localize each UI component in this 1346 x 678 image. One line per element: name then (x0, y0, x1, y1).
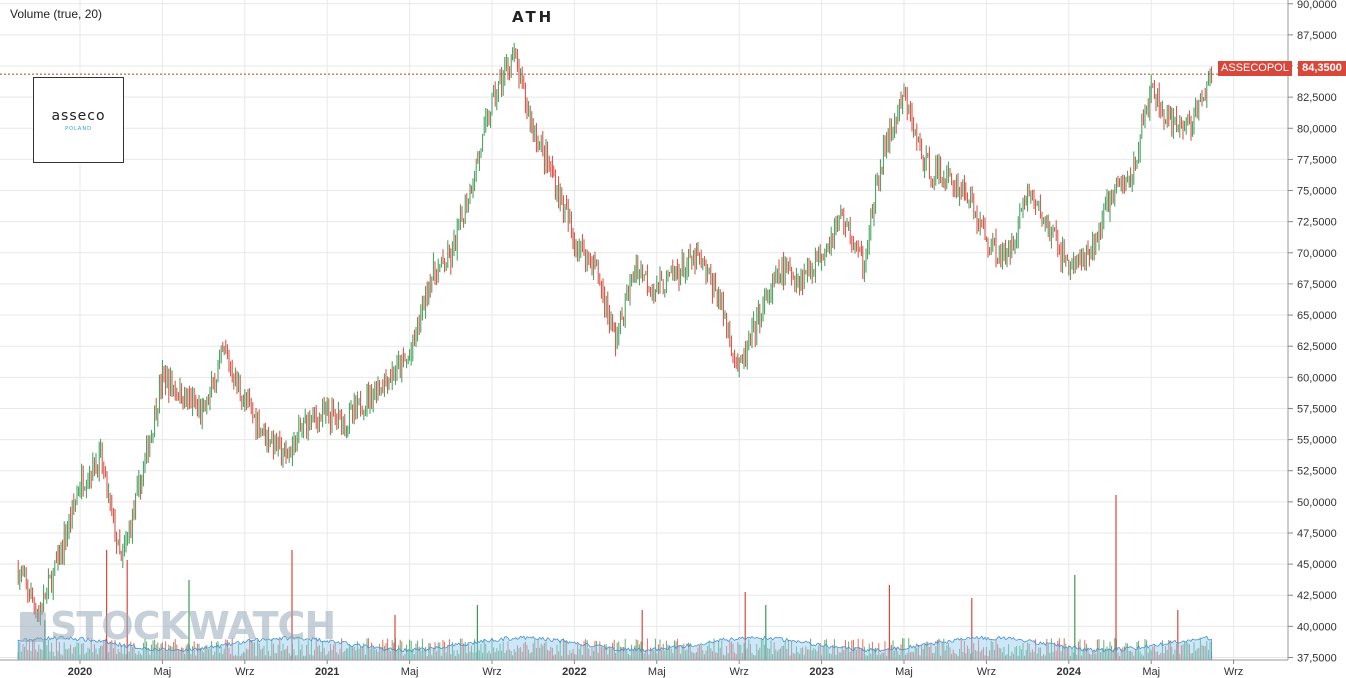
chart-bars-icon (20, 612, 46, 642)
x-tick-label: Wrz (730, 666, 749, 678)
y-tick-label: 47,5000 (1297, 528, 1337, 540)
x-tick-label: 2023 (809, 666, 833, 678)
y-tick-label: 37,5000 (1297, 653, 1337, 665)
y-tick-label: 80,0000 (1297, 123, 1337, 135)
y-tick-label: 50,0000 (1297, 497, 1337, 509)
x-tick-label: 2020 (68, 666, 92, 678)
y-tick-label: 45,0000 (1297, 559, 1337, 571)
x-tick-label: Maj (1142, 666, 1160, 678)
ticker-symbol-tag: ASSECOPOL (1218, 61, 1292, 76)
y-tick-label: 70,0000 (1297, 248, 1337, 260)
logo-sub-text: POLAND (65, 126, 92, 132)
y-tick-label: 52,5000 (1297, 466, 1337, 478)
volume-moving-average-area (17, 635, 1212, 661)
y-tick-label: 75,0000 (1297, 186, 1337, 198)
asseco-logo: asseco POLAND (33, 77, 124, 163)
y-tick-label: 60,0000 (1297, 372, 1337, 384)
logo-brand-text: asseco (51, 108, 106, 124)
y-tick-label: 72,5000 (1297, 217, 1337, 229)
y-tick-label: 40,0000 (1297, 621, 1337, 633)
y-tick-label: 87,5000 (1297, 30, 1337, 42)
ath-annotation: ATH (512, 8, 555, 26)
y-tick-label: 65,0000 (1297, 310, 1337, 322)
x-tick-label: 2022 (562, 666, 586, 678)
x-tick-label: Maj (154, 666, 172, 678)
x-tick-label: 2024 (1057, 666, 1082, 678)
watermark-text: STOCKWATCH (50, 604, 336, 648)
last-price-tag: 84,3500 (1298, 61, 1346, 76)
x-tick-label: Maj (648, 666, 666, 678)
x-tick-label: 2021 (315, 666, 339, 678)
stockwatch-watermark: STOCKWATCH (20, 604, 336, 648)
x-tick-label: Wrz (235, 666, 254, 678)
y-tick-label: 62,5000 (1297, 341, 1337, 353)
y-tick-label: 67,5000 (1297, 279, 1337, 291)
x-tick-label: Wrz (1224, 666, 1243, 678)
y-tick-label: 77,5000 (1297, 154, 1337, 166)
y-tick-label: 55,0000 (1297, 435, 1337, 447)
y-tick-label: 82,5000 (1297, 92, 1337, 104)
x-tick-label: Maj (401, 666, 419, 678)
x-tick-label: Wrz (482, 666, 501, 678)
y-tick-label: 57,5000 (1297, 403, 1337, 415)
x-tick-label: Maj (895, 666, 913, 678)
x-tick-label: Wrz (977, 666, 996, 678)
y-tick-label: 42,5000 (1297, 590, 1337, 602)
y-tick-label: 90,0000 (1297, 0, 1337, 11)
volume-indicator-label: Volume (true, 20) (10, 7, 103, 21)
